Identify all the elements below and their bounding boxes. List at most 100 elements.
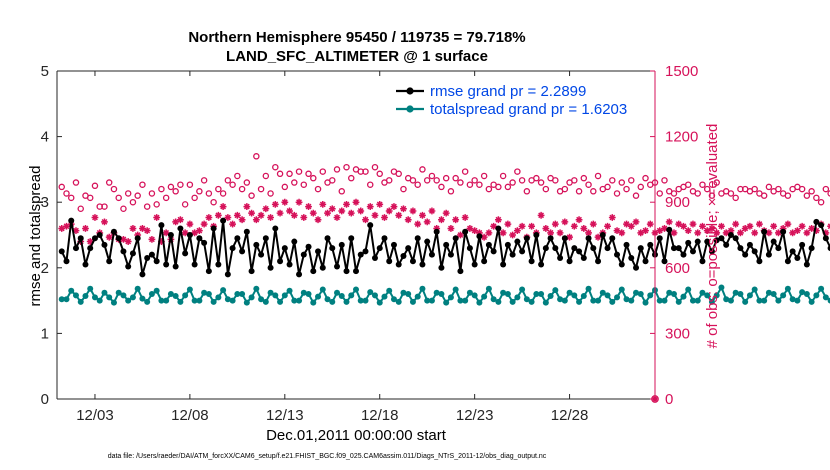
obs-possible-point	[343, 163, 350, 171]
obs-evaluated-point	[756, 220, 763, 228]
y-right-tick-label: 1200	[665, 129, 698, 146]
obs-possible-point	[305, 170, 312, 178]
rmse-point	[799, 241, 806, 248]
obs-possible-point	[371, 163, 379, 171]
totalspread-point	[115, 289, 122, 296]
rmse-point	[110, 228, 117, 235]
rmse-point	[803, 261, 810, 268]
obs-possible-point	[366, 181, 374, 188]
obs-evaluated-point	[252, 216, 260, 224]
obs-possible-point	[670, 190, 678, 197]
totalspread-point	[300, 289, 307, 296]
rmse-point	[808, 245, 815, 252]
rmse-point	[447, 251, 454, 258]
obs-possible-point	[319, 168, 327, 175]
totalspread-point	[585, 285, 592, 292]
obs-evaluated-point	[665, 218, 673, 226]
totalspread-point	[794, 297, 801, 304]
obs-evaluated-point	[86, 238, 94, 245]
y-right-tick-label: 0	[665, 391, 673, 408]
totalspread-point	[699, 289, 706, 296]
totalspread-point	[267, 289, 274, 296]
obs-evaluated-point	[589, 220, 597, 228]
totalspread-point	[742, 298, 749, 305]
obs-evaluated-point	[699, 222, 706, 230]
totalspread-point	[528, 298, 535, 305]
obs-evaluated-point	[447, 225, 455, 232]
rmse-point	[552, 245, 559, 252]
obs-evaluated-point	[774, 229, 782, 237]
obs-evaluated-point	[594, 233, 602, 241]
rmse-point	[708, 248, 715, 255]
y-right-axis-label: # of obs: o=possible; ×=evaluated	[704, 124, 721, 349]
rmse-point	[561, 235, 568, 242]
obs-possible-point	[186, 181, 194, 188]
totalspread-point	[277, 298, 284, 305]
y-left-tick-label: 1	[41, 325, 49, 342]
rmse-point	[504, 241, 511, 248]
obs-possible-point	[765, 183, 773, 191]
totalspread-point	[262, 298, 269, 305]
rmse-point	[770, 238, 777, 245]
obs-possible-point	[708, 192, 716, 199]
totalspread-point	[670, 291, 677, 298]
obs-possible-point	[219, 190, 227, 197]
obs-evaluated-point	[466, 225, 474, 232]
rmse-point	[462, 228, 469, 235]
totalspread-point	[315, 293, 322, 300]
obs-possible-point	[822, 185, 830, 193]
obs-evaluated-point	[461, 214, 469, 221]
obs-evaluated-point	[670, 229, 678, 237]
totalspread-point	[186, 286, 193, 293]
obs-evaluated-point	[343, 200, 350, 208]
totalspread-point	[642, 299, 649, 306]
totalspread-point	[405, 291, 412, 298]
obs-evaluated-point	[442, 209, 450, 217]
rmse-point	[642, 258, 649, 265]
obs-evaluated-point	[347, 209, 355, 217]
obs-possible-point	[196, 188, 203, 195]
totalspread-point	[376, 299, 383, 306]
y-right-tick-label: 600	[665, 260, 690, 277]
totalspread-point	[395, 298, 402, 305]
totalspread-point	[685, 286, 692, 293]
totalspread-point	[68, 287, 75, 294]
obs-evaluated-point	[300, 214, 308, 221]
obs-evaluated-point	[708, 225, 716, 232]
obs-evaluated-point	[286, 207, 293, 215]
rmse-point	[409, 258, 416, 265]
legend-rmse-marker	[406, 87, 414, 95]
obs-evaluated-point	[134, 231, 142, 239]
x-tick-label: 12/08	[171, 407, 209, 424]
rmse-point	[281, 245, 288, 252]
totalspread-point	[428, 297, 435, 304]
rmse-point	[381, 235, 388, 242]
obs-evaluated-point	[267, 214, 274, 221]
obs-possible-point	[423, 177, 431, 184]
rmse-point	[353, 268, 359, 275]
totalspread-point	[500, 289, 507, 296]
obs-evaluated-point	[784, 220, 792, 228]
obs-possible-point	[419, 166, 426, 173]
rmse-point	[63, 258, 70, 265]
rmse-point	[348, 235, 355, 242]
obs-possible-point	[314, 185, 322, 193]
rmse-point	[229, 245, 236, 252]
obs-possible-point	[694, 190, 701, 197]
totalspread-point	[647, 292, 654, 299]
x-tick-label: 12/03	[76, 407, 114, 424]
obs-evaluated-point	[238, 216, 246, 224]
rmse-point	[718, 235, 725, 242]
totalspread-point	[557, 296, 564, 303]
obs-evaluated-point	[798, 222, 806, 230]
obs-evaluated-point	[741, 225, 749, 232]
totalspread-point	[291, 297, 298, 304]
obs-possible-point	[191, 194, 198, 202]
obs-evaluated-point	[570, 222, 578, 230]
obs-possible-point	[632, 192, 640, 199]
totalspread-point	[343, 298, 350, 305]
totalspread-point	[519, 286, 526, 293]
obs-evaluated-point	[471, 227, 479, 235]
totalspread-point	[495, 298, 502, 305]
rmse-point	[428, 251, 435, 258]
